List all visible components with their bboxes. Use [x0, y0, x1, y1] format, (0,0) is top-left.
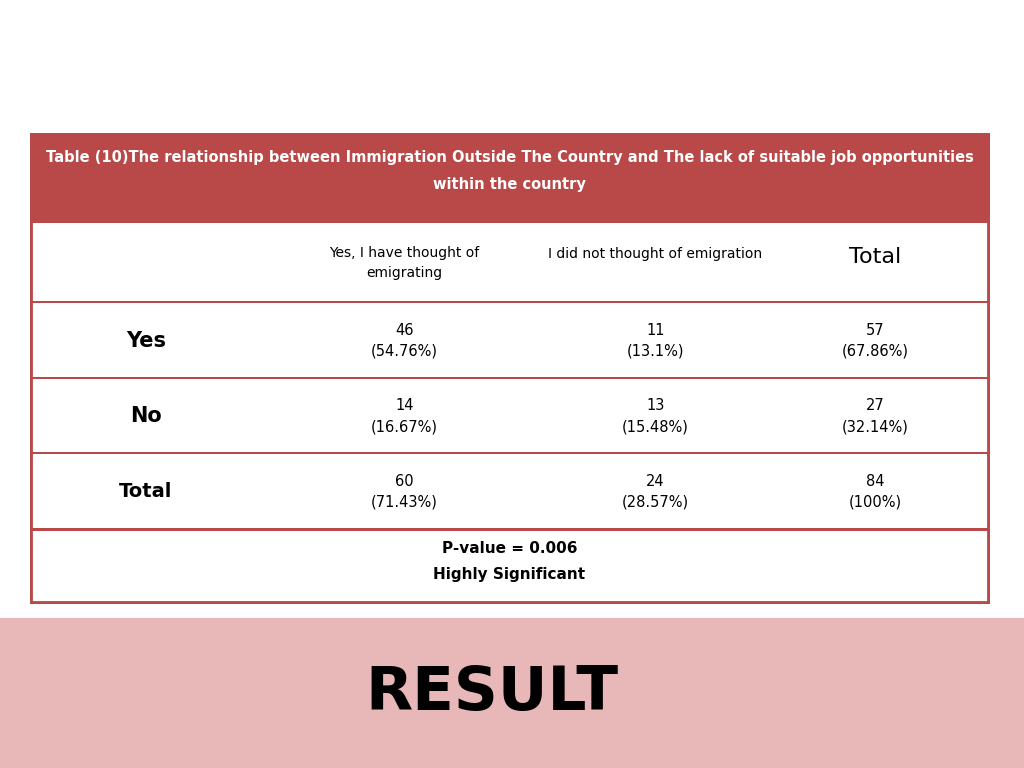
Text: Total: Total [849, 247, 902, 267]
Text: I did not thought of emigration: I did not thought of emigration [548, 247, 763, 261]
Text: 84
(100%): 84 (100%) [849, 474, 902, 509]
Text: P-value = 0.006: P-value = 0.006 [441, 541, 578, 556]
Text: within the country: within the country [433, 177, 586, 192]
Polygon shape [944, 637, 959, 657]
Text: 27
(32.14%): 27 (32.14%) [842, 399, 909, 434]
Text: 11
(13.1%): 11 (13.1%) [627, 323, 684, 359]
Text: No: No [130, 406, 162, 426]
Polygon shape [903, 637, 959, 751]
Text: Yes, I have thought of
emigrating: Yes, I have thought of emigrating [330, 247, 479, 280]
Text: Highly Significant: Highly Significant [433, 568, 586, 582]
Text: 24
(28.57%): 24 (28.57%) [622, 474, 689, 509]
Text: 60
(71.43%): 60 (71.43%) [371, 474, 438, 509]
Text: Yes: Yes [126, 331, 166, 351]
Text: 57
(67.86%): 57 (67.86%) [842, 323, 909, 359]
Text: 46
(54.76%): 46 (54.76%) [371, 323, 438, 359]
Text: 13
(15.48%): 13 (15.48%) [622, 399, 689, 434]
Text: Total: Total [119, 482, 173, 501]
Text: RESULT: RESULT [365, 664, 618, 723]
Text: 14
(16.67%): 14 (16.67%) [371, 399, 438, 434]
Text: Table (10)The relationship between Immigration Outside The Country and The lack : Table (10)The relationship between Immig… [45, 150, 974, 164]
